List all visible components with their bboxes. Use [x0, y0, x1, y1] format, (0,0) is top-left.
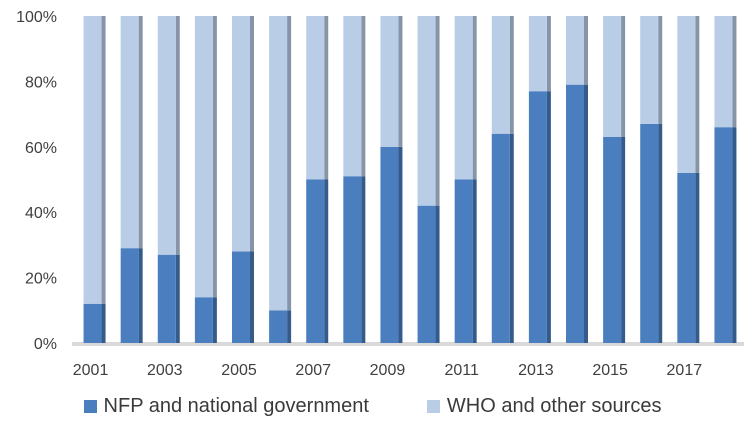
- legend-label-who: WHO and other sources: [446, 395, 662, 417]
- x-tick-label: 2007: [295, 362, 331, 379]
- bar-nfp-2002: [120, 248, 139, 343]
- bar-nfp-2009: [380, 146, 399, 343]
- bar-nfp-2018: [714, 127, 733, 344]
- plot-floor: [72, 342, 744, 346]
- bar-who-2001: [83, 16, 102, 304]
- x-tick-label: 2009: [370, 362, 406, 379]
- bar-side: [695, 172, 700, 343]
- bar-who-2004: [194, 16, 213, 298]
- x-tick-label: 2013: [518, 362, 554, 379]
- bar-nfp-2015: [603, 136, 622, 343]
- bar-side: [509, 16, 514, 134]
- bar-side: [101, 16, 106, 304]
- bar-who-2007: [306, 16, 325, 180]
- bar-who-2018: [714, 16, 733, 128]
- bar-who-2010: [417, 16, 436, 206]
- bar-who-2008: [343, 16, 362, 177]
- bar-nfp-2016: [640, 123, 659, 343]
- legend-item-who: WHO and other sources: [426, 395, 662, 418]
- y-tick-label: 80%: [25, 74, 57, 91]
- bar-side: [732, 16, 737, 128]
- bar-side: [287, 16, 292, 311]
- bar-side: [138, 248, 143, 343]
- x-tick-label: 2001: [73, 362, 109, 379]
- y-tick-label: 100%: [16, 9, 57, 26]
- bar-side: [361, 16, 366, 177]
- y-tick-label: 20%: [25, 271, 57, 288]
- bar-nfp-2001: [83, 303, 102, 343]
- bar-nfp-2006: [269, 310, 288, 343]
- stacked-bar-chart: 0% 20% 40% 60% 80% 100% 2001 2003 2005 2007 2009 20…: [16, 9, 744, 379]
- bar-who-2009: [380, 16, 399, 147]
- x-tick-label: 2005: [221, 362, 257, 379]
- bar-side: [287, 310, 292, 343]
- bar-side: [175, 254, 180, 343]
- x-tick-label: 2017: [667, 362, 703, 379]
- bar-who-2013: [528, 16, 547, 92]
- y-tick-label: 60%: [25, 140, 57, 157]
- bar-nfp-2003: [157, 254, 176, 343]
- bar-who-2016: [640, 16, 659, 124]
- bar-side: [509, 133, 514, 343]
- bar-side: [472, 16, 477, 180]
- bar-side: [732, 127, 737, 344]
- bar-who-2002: [120, 16, 139, 249]
- bar-nfp-2017: [677, 172, 696, 343]
- bar-side: [621, 16, 626, 137]
- bar-side: [658, 16, 663, 124]
- bar-who-2003: [157, 16, 176, 255]
- bar-who-2012: [491, 16, 510, 134]
- bar-who-2005: [232, 16, 250, 252]
- bar-nfp-2011: [454, 179, 473, 343]
- y-tick-label: 40%: [25, 205, 57, 222]
- legend-swatch-who: [426, 400, 440, 413]
- bar-side: [250, 251, 254, 343]
- x-tick-label: 2011: [444, 362, 479, 379]
- bar-side: [435, 16, 440, 206]
- bar-side: [546, 16, 551, 92]
- bar-who-2015: [603, 16, 622, 137]
- bar-side: [324, 179, 329, 343]
- bar-nfp-2007: [306, 179, 325, 343]
- y-tick-label: 0%: [34, 336, 57, 353]
- bar-side: [175, 16, 180, 255]
- bar-nfp-2010: [417, 205, 436, 343]
- bar-nfp-2004: [194, 297, 213, 343]
- bar-nfp-2013: [528, 91, 547, 344]
- bar-side: [584, 16, 588, 85]
- bar-side: [398, 146, 403, 343]
- bar-side: [138, 16, 143, 249]
- bar-side: [546, 91, 551, 344]
- bar-side: [621, 136, 626, 343]
- bar-side: [212, 297, 217, 343]
- bar-nfp-2005: [232, 251, 250, 343]
- bar-who-2011: [454, 16, 473, 180]
- bar-side: [361, 176, 366, 343]
- bar-who-2014: [566, 16, 584, 85]
- bar-side: [250, 16, 254, 252]
- bar-side: [435, 205, 440, 343]
- bar-side: [101, 303, 106, 343]
- bar-who-2017: [677, 16, 696, 173]
- bar-side: [398, 16, 403, 147]
- bar-nfp-2014: [566, 84, 584, 344]
- x-tick-label: 2015: [592, 362, 628, 379]
- legend: NFP and national government WHO and othe…: [0, 395, 745, 418]
- bar-nfp-2008: [343, 176, 362, 343]
- bar-nfp-2012: [491, 133, 510, 343]
- bar-who-2006: [269, 16, 288, 311]
- bar-side: [658, 123, 663, 343]
- bar-side: [584, 84, 588, 344]
- bar-side: [212, 16, 217, 298]
- legend-swatch-nfp: [83, 400, 97, 413]
- legend-item-nfp: NFP and national government: [83, 395, 369, 418]
- bar-side: [695, 16, 700, 173]
- bar-side: [324, 16, 329, 180]
- x-tick-label: 2003: [147, 362, 183, 379]
- bar-side: [472, 179, 477, 343]
- legend-label-nfp: NFP and national government: [103, 395, 369, 417]
